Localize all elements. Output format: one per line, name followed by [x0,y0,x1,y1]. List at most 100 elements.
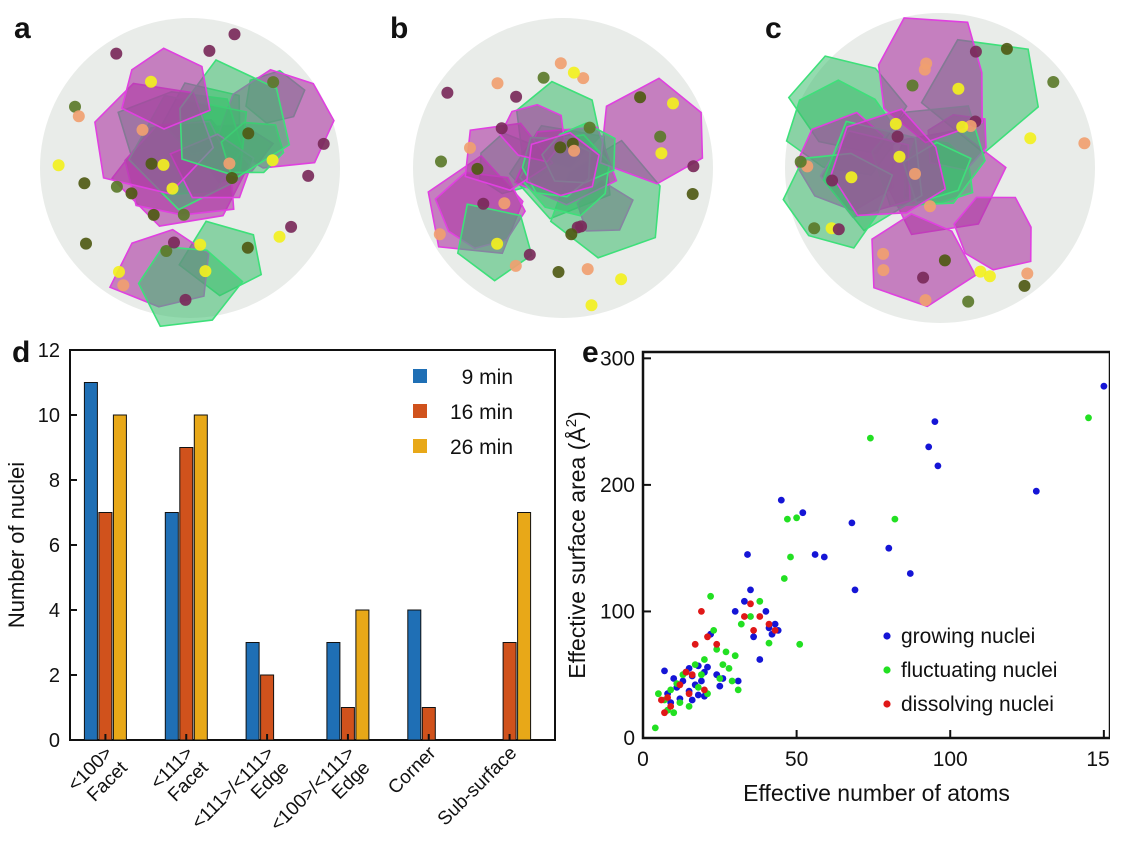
point-fluctuating-nuclei [796,640,804,648]
nucleus-dot [495,122,508,135]
point-fluctuating-nuclei [655,690,662,698]
point-dissolving-nuclei [658,696,665,704]
y-axis-label: Effective surface area (Å2) [565,411,590,678]
nucleus-dot [433,228,446,241]
nucleus-dot [906,79,919,92]
nucleus-dot [924,200,936,213]
nucleus-dot [523,248,536,261]
point-fluctuating-nuclei [891,515,899,523]
y-tick-label: 2 [49,665,60,687]
nucleus-dot [568,144,581,157]
point-fluctuating-nuclei [667,686,675,694]
nucleus-dot [577,72,590,85]
nucleus-dot [69,100,81,113]
point-fluctuating-nuclei [710,627,718,634]
nucleus-dot [1047,76,1060,88]
nucleus-dot [266,154,279,167]
nucleus-dot [273,230,286,243]
nucleus-dot [125,187,138,200]
point-fluctuating-nuclei [716,675,724,682]
point-fluctuating-nuclei [701,656,708,663]
nucleus-dot [917,271,930,284]
nucleus-dot [687,160,700,173]
nucleus-dot [241,241,254,254]
nucleus-dot [464,141,476,154]
x-tick-label: 0 [637,748,649,771]
nucleus-dot [575,220,588,233]
nanoparticle-render-a [40,18,340,328]
point-growing-nuclei [750,633,757,641]
y-tick-label: 6 [49,535,60,557]
nucleus-dot [554,57,567,70]
nucleus-dot [634,91,647,104]
nanoparticle-render-b [413,18,713,318]
y-tick-label: 0 [623,727,635,750]
bar-16-min [260,674,275,741]
nucleus-dot [72,110,85,123]
nucleus-dot [168,236,180,249]
y-axis-label-superscript: 2 [565,419,580,427]
nucleus-dot [136,123,149,136]
legend-label: fluctuating nuclei [901,659,1057,682]
nucleus-dot [510,90,523,103]
nucleus-dot [145,75,157,88]
nucleus-dot [581,263,594,276]
bar-26-min [193,414,208,741]
facet-111-polygon [120,47,211,130]
point-fluctuating-nuclei [698,671,705,679]
point-growing-nuclei [698,677,705,685]
nanoparticle-render-c [782,13,1095,323]
nucleus-dot [877,264,890,277]
panel-label-d: d [12,336,31,369]
y-tick-label: 0 [49,730,60,752]
nucleus-dot [498,197,511,210]
bar-26-min [355,609,370,741]
panel-label-e: e [582,336,599,369]
nucleus-dot [1078,137,1091,150]
nucleus-dot [78,177,91,190]
nucleus-dot [952,82,965,95]
point-fluctuating-nuclei [756,597,764,605]
nucleus-dot [920,57,933,70]
nucleus-dot [509,259,522,272]
point-dissolving-nuclei [765,620,773,628]
nucleus-dot [893,150,906,163]
point-fluctuating-nuclei [787,553,794,561]
nucleus-dot [491,77,504,90]
point-fluctuating-nuclei [651,724,659,732]
point-dissolving-nuclei [756,613,764,620]
plot-frame [641,350,1110,740]
nucleus-dot [110,47,123,60]
nucleus-dot [267,76,280,89]
y-axis-label-end: ) [565,411,590,419]
point-dissolving-nuclei [664,694,671,701]
legend-swatch [413,439,427,453]
nucleus-dot [147,208,160,221]
point-growing-nuclei [925,443,933,451]
point-fluctuating-nuclei [867,434,874,442]
point-fluctuating-nuclei [780,575,788,582]
nucleus-dot [794,155,807,168]
x-axis-label: Effective number of atoms [743,780,1010,806]
nucleus-dot [654,130,667,143]
point-fluctuating-nuclei [784,515,791,523]
nucleus-dot [223,157,236,170]
y-tick-label: 8 [49,470,60,492]
point-dissolving-nuclei [701,686,708,694]
nucleus-dot [938,254,951,267]
point-dissolving-nuclei [691,640,699,648]
nucleus-dot [832,223,845,236]
nucleus-dot [554,141,567,154]
nucleus-dot [228,28,241,41]
nucleus-dot [110,180,123,193]
nucleus-dot [909,167,921,180]
facet-111-polygon [871,212,977,308]
legend-marker [883,700,891,708]
point-growing-nuclei [747,586,754,594]
point-fluctuating-nuclei [691,661,699,668]
nucleus-dot [686,188,699,200]
legend-label: 9 min [462,366,513,389]
y-tick-label: 100 [600,600,635,623]
legend-label: 26 min [450,436,513,459]
point-dissolving-nuclei [661,709,668,717]
